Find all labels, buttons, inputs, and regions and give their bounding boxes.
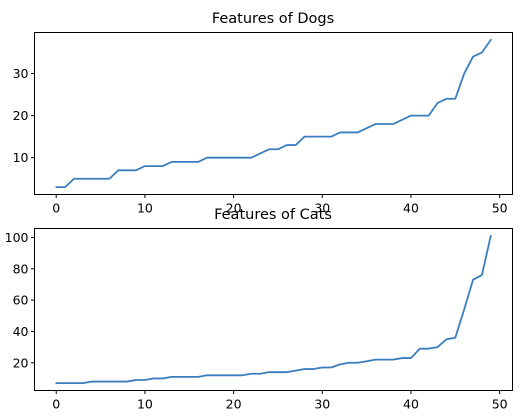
cats-x-tick-label-10: 10 bbox=[137, 397, 153, 412]
cats-chart-axes bbox=[34, 228, 513, 391]
dogs-series-line bbox=[55, 38, 492, 189]
dogs-x-tick-label-20: 20 bbox=[226, 201, 242, 216]
dogs-y-tick-label-30: 30 bbox=[13, 66, 29, 81]
cats-x-tick-label-0: 0 bbox=[52, 397, 60, 412]
cats-y-tick-label-100: 100 bbox=[5, 230, 29, 245]
cats-chart-ticks: 0 10 20 30 40 50 20 40 60 80 100 bbox=[5, 230, 508, 412]
dogs-x-tick-label-10: 10 bbox=[137, 201, 153, 216]
cats-chart-title: Features of Cats bbox=[214, 207, 332, 223]
cats-x-tick-label-40: 40 bbox=[403, 397, 419, 412]
dogs-chart: Features of Dogs 0 10 20 30 40 50 10 20 30 bbox=[13, 11, 513, 216]
dogs-chart-title: Features of Dogs bbox=[212, 11, 334, 27]
dogs-x-tick-label-30: 30 bbox=[314, 201, 330, 216]
dogs-y-tick-label-20: 20 bbox=[13, 108, 29, 123]
cats-x-tick-label-20: 20 bbox=[226, 397, 242, 412]
dogs-chart-axes bbox=[34, 32, 513, 195]
dogs-x-tick-label-0: 0 bbox=[52, 201, 60, 216]
dogs-y-tick-label-10: 10 bbox=[13, 150, 29, 165]
cats-series-line bbox=[55, 234, 492, 385]
cats-y-tick-label-20: 20 bbox=[13, 355, 29, 370]
cats-y-tick-label-40: 40 bbox=[13, 324, 29, 339]
cats-chart: Features of Cats 0 10 20 30 40 50 20 40 60 80 100 bbox=[5, 207, 513, 412]
cats-x-tick-label-30: 30 bbox=[314, 397, 330, 412]
cats-x-tick-label-50: 50 bbox=[492, 397, 508, 412]
cats-y-tick-label-60: 60 bbox=[13, 293, 29, 308]
dogs-x-tick-label-50: 50 bbox=[492, 201, 508, 216]
cats-y-tick-label-80: 80 bbox=[13, 261, 29, 276]
dogs-chart-ticks: 0 10 20 30 40 50 10 20 30 bbox=[13, 66, 508, 215]
dogs-x-tick-label-40: 40 bbox=[403, 201, 419, 216]
